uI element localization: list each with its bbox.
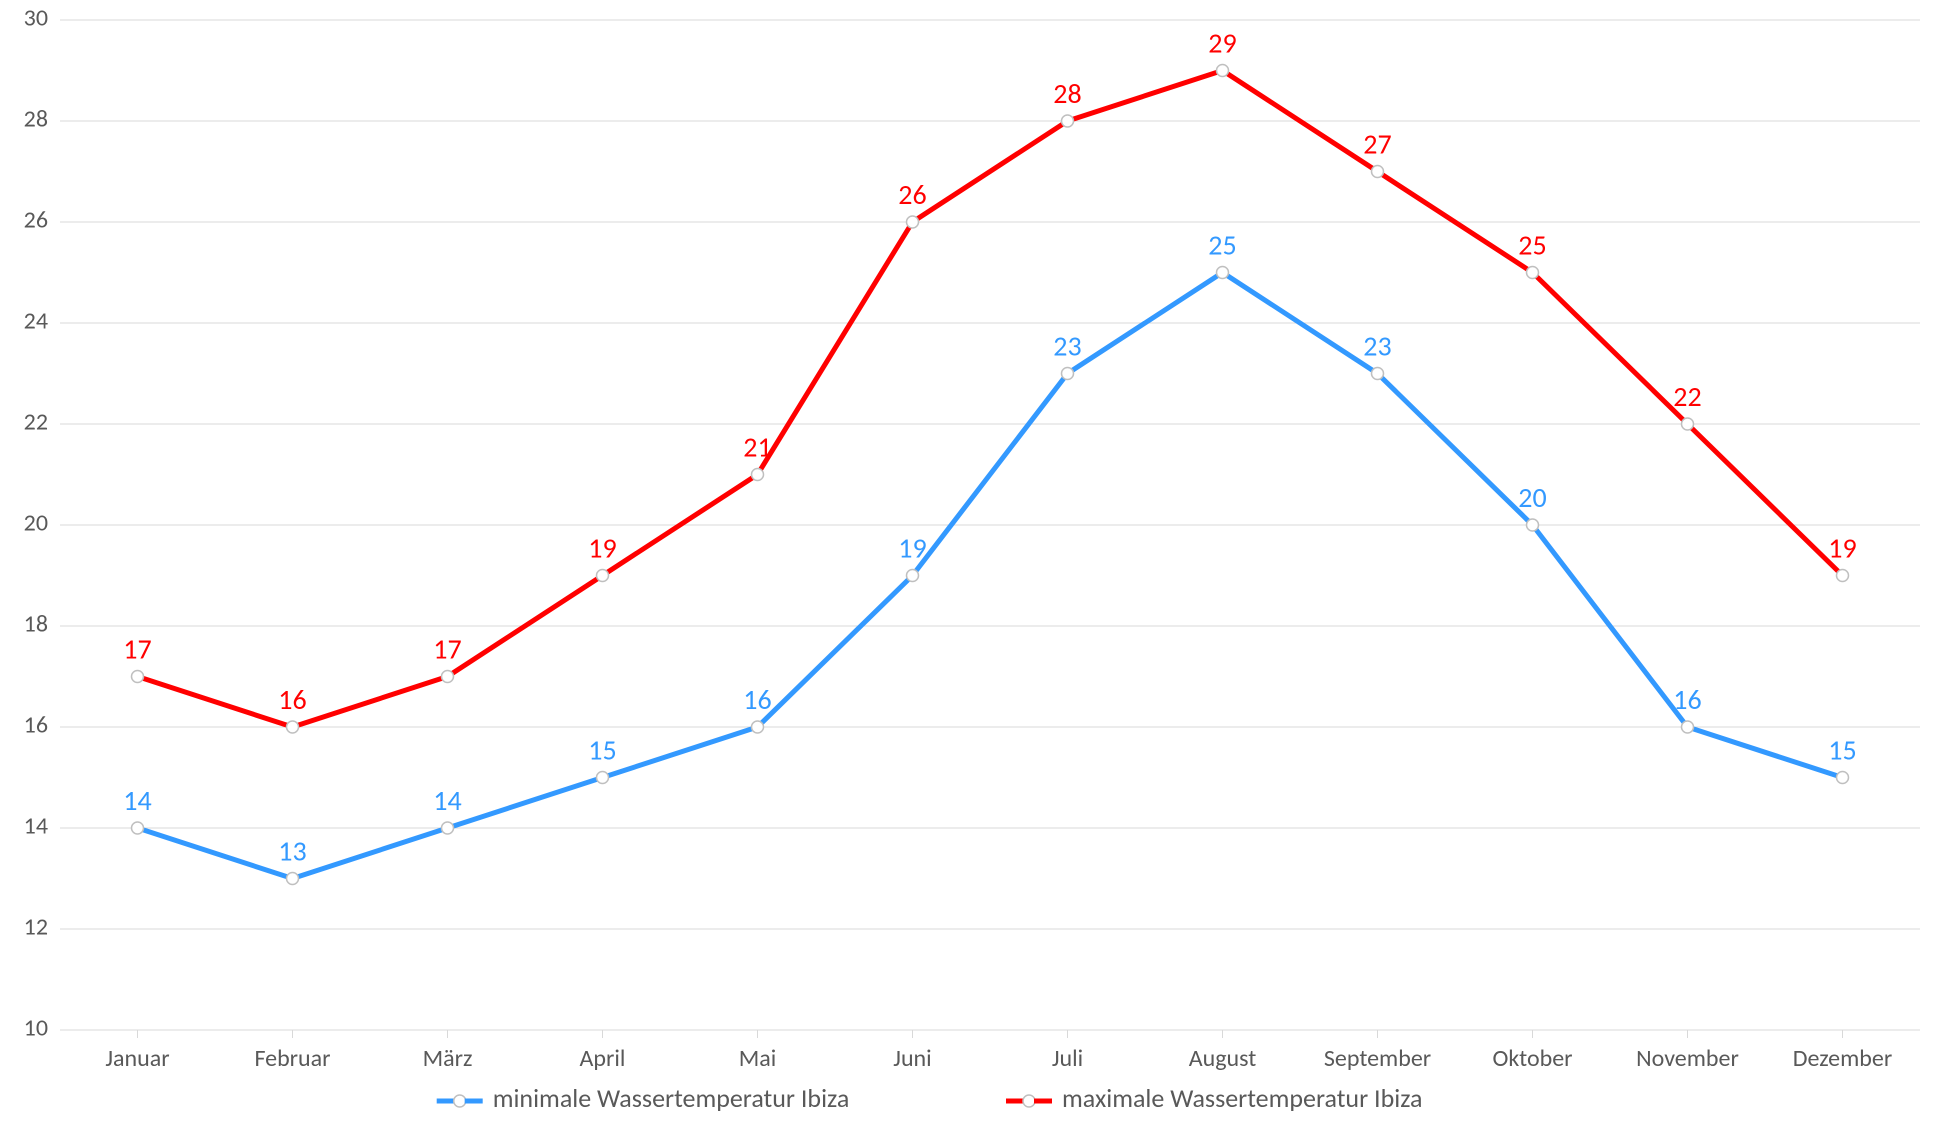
data-marker xyxy=(907,570,919,582)
data-label: 16 xyxy=(1673,682,1701,717)
data-marker xyxy=(132,822,144,834)
data-marker xyxy=(287,721,299,733)
data-marker xyxy=(1062,115,1074,127)
data-label: 16 xyxy=(278,682,306,717)
data-marker xyxy=(597,570,609,582)
data-marker xyxy=(1217,267,1229,279)
data-label: 23 xyxy=(1053,329,1081,364)
x-category-label: August xyxy=(1189,1044,1257,1073)
data-label: 25 xyxy=(1208,228,1236,263)
data-marker xyxy=(1837,772,1849,784)
data-marker xyxy=(752,721,764,733)
x-category-label: Mai xyxy=(739,1044,777,1073)
data-label: 13 xyxy=(278,834,306,869)
legend-item: maximale Wassertemperatur Ibiza xyxy=(1006,1082,1423,1114)
y-tick-label: 20 xyxy=(24,509,48,538)
y-tick-label: 24 xyxy=(24,307,48,336)
data-label: 14 xyxy=(433,783,461,818)
x-category-label: Juli xyxy=(1052,1044,1083,1073)
data-marker xyxy=(1527,519,1539,531)
data-label: 25 xyxy=(1518,228,1546,263)
data-marker xyxy=(1682,418,1694,430)
legend-label: maximale Wassertemperatur Ibiza xyxy=(1062,1082,1423,1114)
legend-label: minimale Wassertemperatur Ibiza xyxy=(493,1082,850,1114)
y-tick-label: 30 xyxy=(24,4,48,33)
x-category-label: April xyxy=(580,1044,626,1073)
data-marker xyxy=(1527,267,1539,279)
x-category-label: November xyxy=(1636,1044,1739,1073)
data-label: 16 xyxy=(743,682,771,717)
data-label: 22 xyxy=(1673,379,1701,414)
y-tick-label: 28 xyxy=(24,105,48,134)
data-marker xyxy=(442,822,454,834)
data-marker xyxy=(1372,166,1384,178)
data-label: 19 xyxy=(588,531,616,566)
data-marker xyxy=(1682,721,1694,733)
x-category-label: Oktober xyxy=(1492,1044,1572,1073)
data-label: 17 xyxy=(123,632,151,667)
data-marker xyxy=(442,671,454,683)
data-label: 29 xyxy=(1208,26,1236,61)
data-label: 17 xyxy=(433,632,461,667)
data-marker xyxy=(1372,368,1384,380)
data-label: 27 xyxy=(1363,127,1391,162)
y-tick-label: 12 xyxy=(24,913,48,942)
y-tick-label: 22 xyxy=(24,408,48,437)
data-marker xyxy=(752,469,764,481)
y-tick-label: 14 xyxy=(24,812,48,841)
y-tick-label: 26 xyxy=(24,206,48,235)
x-category-label: Februar xyxy=(254,1044,330,1073)
data-marker xyxy=(287,873,299,885)
legend-item: minimale Wassertemperatur Ibiza xyxy=(437,1082,850,1114)
data-label: 19 xyxy=(1828,531,1856,566)
data-marker xyxy=(132,671,144,683)
x-category-label: Dezember xyxy=(1793,1044,1892,1073)
x-category-label: September xyxy=(1324,1044,1431,1073)
data-label: 19 xyxy=(898,531,926,566)
data-marker xyxy=(1062,368,1074,380)
data-label: 20 xyxy=(1518,480,1546,515)
chart-svg: 10 12 14 16 18 20 22 24 26 28 30 Januar Februar März A… xyxy=(0,0,1942,1131)
data-label: 14 xyxy=(123,783,151,818)
y-tick-label: 18 xyxy=(24,610,48,639)
data-marker xyxy=(597,772,609,784)
water-temperature-chart: 10 12 14 16 18 20 22 24 26 28 30 Januar Februar März A… xyxy=(0,0,1942,1131)
data-marker xyxy=(1217,65,1229,77)
data-label: 23 xyxy=(1363,329,1391,364)
data-label: 28 xyxy=(1053,76,1081,111)
data-label: 15 xyxy=(1828,733,1856,768)
data-marker xyxy=(1837,570,1849,582)
x-category-label: Juni xyxy=(893,1044,931,1073)
data-label: 15 xyxy=(588,733,616,768)
data-label: 21 xyxy=(743,430,771,465)
y-tick-label: 10 xyxy=(24,1014,48,1043)
data-label: 26 xyxy=(898,177,926,212)
x-category-label: März xyxy=(423,1044,473,1073)
x-category-label: Januar xyxy=(105,1044,169,1073)
y-tick-label: 16 xyxy=(24,711,48,740)
data-marker xyxy=(907,216,919,228)
